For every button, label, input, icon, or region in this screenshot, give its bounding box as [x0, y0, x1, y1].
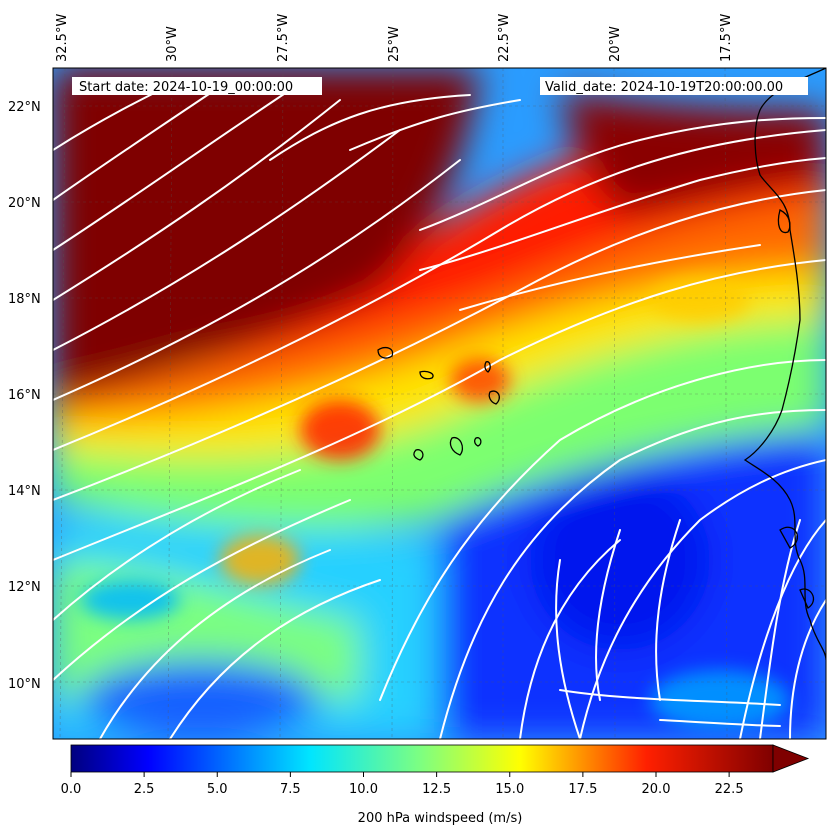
longitude-ticks: 32.5°W 30°W 27.5°W 25°W 22.5°W 20°W 17.5… [55, 14, 734, 62]
colorbar-extend-arrow [772, 744, 810, 773]
valid-date-label: Valid_date: 2024-10-19T20:00:00.00 [545, 80, 783, 95]
lon-tick: 22.5°W [497, 14, 512, 62]
colorbar-tick-label: 22.5 [715, 782, 744, 797]
lat-tick: 12°N [8, 580, 41, 595]
colorbar-tick-label: 0.0 [61, 782, 82, 797]
lon-tick: 25°W [387, 26, 402, 62]
map-frame [52, 67, 827, 740]
lat-tick: 18°N [8, 292, 41, 307]
colorbar-tick-label: 5.0 [207, 782, 228, 797]
lat-tick: 22°N [8, 100, 41, 115]
start-date-box [72, 77, 322, 95]
windspeed-field [53, 68, 826, 739]
colorbar-tick-label: 7.5 [280, 782, 301, 797]
lat-tick: 20°N [8, 196, 41, 211]
colorbar-label: 200 hPa windspeed (m/s) [358, 811, 523, 826]
colorbar-tick-label: 15.0 [495, 782, 524, 797]
colorbar-tick-label: 10.0 [349, 782, 378, 797]
lat-tick: 14°N [8, 484, 41, 499]
lat-tick: 16°N [8, 388, 41, 403]
start-date-label: Start date: 2024-10-19_00:00:00 [79, 80, 293, 95]
lon-tick: 20°W [608, 26, 623, 62]
lon-tick: 27.5°W [276, 14, 291, 62]
latitude-ticks: 22°N 20°N 18°N 16°N 14°N 12°N 10°N [8, 100, 41, 692]
colorbar-ticks: 0.0 2.5 5.0 7.5 10.0 12.5 15.0 17.5 20.0 22.5 [61, 772, 744, 797]
lon-tick: 17.5°W [719, 14, 734, 62]
lon-tick: 32.5°W [55, 14, 70, 62]
colorbar-tick-label: 17.5 [568, 782, 597, 797]
coastlines [377, 68, 826, 661]
streamlines [53, 79, 826, 739]
colorbar-tick-label: 2.5 [134, 782, 155, 797]
colorbar-tick-label: 12.5 [422, 782, 451, 797]
colorbar: 0.0 2.5 5.0 7.5 10.0 12.5 15.0 17.5 20.0 22.5 200… [61, 744, 810, 826]
colorbar-tick-label: 20.0 [642, 782, 671, 797]
lat-tick: 10°N [8, 677, 41, 692]
colorbar-gradient [70, 744, 774, 773]
valid-date-box [540, 77, 808, 95]
lon-tick: 30°W [165, 26, 180, 62]
